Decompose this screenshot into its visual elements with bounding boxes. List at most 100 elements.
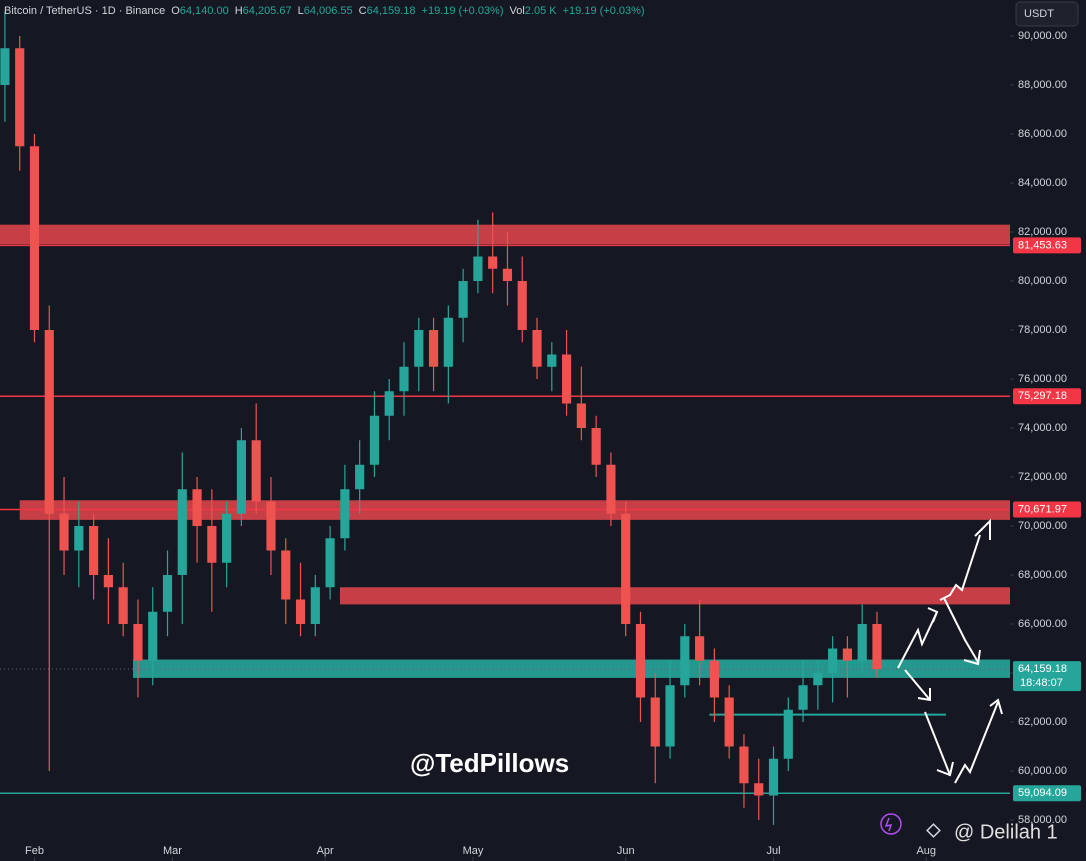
candle-body — [443, 317, 453, 367]
candle-body — [709, 660, 719, 698]
candle-body — [281, 550, 291, 600]
symbol-title: Bitcoin / TetherUS · 1D · Binance — [4, 5, 165, 17]
level-label: 75,297.18 — [1018, 390, 1067, 402]
candle-body — [695, 636, 705, 661]
candle-body — [15, 48, 25, 147]
y-tick-label: 80,000.00 — [1018, 275, 1067, 287]
candle-body — [325, 538, 335, 588]
arrow-head — [927, 607, 939, 623]
x-tick-label: Aug — [916, 845, 936, 857]
level-sublabel: 18:48:07 — [1020, 677, 1063, 689]
arrow — [939, 534, 981, 601]
signature: @ Delilah 1 — [954, 821, 1058, 843]
y-tick-label: 66,000.00 — [1018, 618, 1067, 630]
candle-body — [192, 489, 202, 526]
candle-body — [251, 440, 261, 502]
level-badge — [1013, 501, 1081, 518]
arrow — [897, 611, 938, 669]
level-badge — [1013, 661, 1081, 692]
candle-body — [369, 415, 380, 465]
change: +19.19 (+0.03%) — [422, 5, 504, 17]
x-tick-label: Mar — [163, 845, 182, 857]
candle-body — [813, 673, 823, 686]
zone — [0, 224, 1010, 245]
ohlc-label: C — [359, 5, 367, 17]
level-label: 81,453.63 — [1018, 239, 1067, 251]
candle-body — [488, 256, 498, 269]
y-tick-label: 68,000.00 — [1018, 569, 1067, 581]
candle-body — [414, 330, 424, 367]
candle-body — [236, 440, 246, 514]
candle-body — [768, 758, 779, 796]
volume-label: Vol — [510, 5, 525, 17]
candle-body — [266, 501, 276, 551]
arrow — [943, 597, 979, 663]
candle-body — [74, 526, 84, 551]
axis-background — [1010, 0, 1086, 861]
candle-body — [650, 697, 660, 747]
currency-box[interactable] — [1015, 1, 1079, 27]
candle-body — [355, 464, 365, 490]
level-badge — [1013, 785, 1081, 802]
ohlc-label: L — [298, 5, 304, 17]
candle-body — [103, 575, 113, 588]
volume-change: +19.19 (+0.03%) — [563, 5, 645, 17]
candle-body — [148, 611, 158, 661]
arrow — [924, 711, 951, 776]
y-tick-label: 90,000.00 — [1018, 30, 1067, 42]
candle-body — [118, 587, 128, 624]
candle-body — [162, 575, 173, 612]
candle-body — [665, 685, 675, 747]
candle-body — [399, 366, 409, 392]
x-tick-label: Feb — [25, 845, 44, 857]
level-label: 59,094.09 — [1018, 787, 1067, 799]
y-tick-label: 76,000.00 — [1018, 373, 1067, 385]
candle-body — [754, 783, 764, 796]
candle-body — [59, 513, 69, 551]
y-tick-label: 88,000.00 — [1018, 79, 1067, 91]
candle-body — [576, 403, 586, 428]
arrow — [954, 701, 999, 784]
candle-body — [473, 256, 483, 281]
arrow — [904, 669, 931, 701]
y-tick-label: 84,000.00 — [1018, 177, 1067, 189]
arrow-head — [989, 698, 1003, 715]
currency[interactable]: USDT — [1024, 8, 1054, 20]
candle-body — [89, 526, 99, 575]
level-badge — [1013, 237, 1081, 254]
ohlc-value: 64,205.67 — [243, 5, 292, 17]
arrow-head — [917, 688, 931, 702]
candle-body — [133, 624, 143, 661]
y-tick-label: 82,000.00 — [1018, 226, 1067, 238]
candle-body — [29, 146, 40, 330]
signature-icon — [880, 813, 941, 838]
ohlc-label: O — [171, 5, 180, 17]
candle-body — [517, 281, 527, 330]
candle-body — [207, 526, 217, 563]
y-tick-label: 86,000.00 — [1018, 128, 1067, 140]
y-tick-label: 72,000.00 — [1018, 471, 1067, 483]
candle-body — [384, 391, 394, 416]
candle-body — [798, 685, 808, 710]
y-tick-label: 58,000.00 — [1018, 814, 1067, 826]
volume: 2.05 K — [525, 5, 557, 17]
candle-body — [828, 648, 838, 673]
arrow-head — [974, 518, 991, 540]
candle-body — [724, 697, 734, 747]
candle-body — [0, 48, 10, 85]
candle-body — [635, 624, 646, 698]
x-tick-label: Apr — [317, 845, 334, 857]
candle-body — [547, 354, 557, 367]
candle-body — [680, 636, 690, 686]
y-tick-label: 74,000.00 — [1018, 422, 1067, 434]
ohlc-value: 64,006.55 — [304, 5, 353, 17]
header: Bitcoin / TetherUS · 1D · Binance O 64,14… — [4, 5, 645, 17]
zone — [133, 659, 1010, 678]
candles — [0, 11, 882, 825]
candle-body — [606, 464, 616, 514]
y-tick-label: 70,000.00 — [1018, 520, 1067, 532]
x-tick-label: May — [463, 845, 484, 857]
